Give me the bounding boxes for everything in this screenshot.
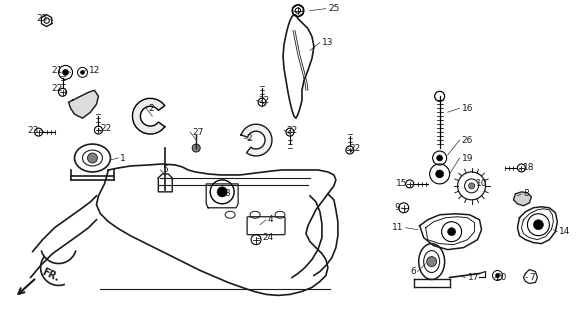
Text: 27: 27: [192, 128, 204, 137]
Polygon shape: [133, 98, 165, 134]
Text: 5: 5: [162, 165, 168, 174]
Circle shape: [437, 155, 442, 161]
Text: 12: 12: [89, 66, 100, 75]
Text: 26: 26: [461, 136, 473, 145]
Text: 4: 4: [268, 215, 274, 224]
Text: 14: 14: [559, 227, 571, 236]
Circle shape: [435, 170, 444, 178]
Text: 16: 16: [461, 104, 473, 113]
Text: 21: 21: [51, 66, 63, 75]
Text: 2: 2: [148, 104, 154, 113]
Text: 18: 18: [523, 164, 535, 172]
Text: 25: 25: [36, 14, 47, 23]
Text: 20: 20: [496, 273, 507, 282]
Text: 7: 7: [529, 273, 535, 282]
Text: 22: 22: [286, 126, 297, 135]
Text: 8: 8: [523, 189, 529, 198]
Text: 10: 10: [475, 180, 487, 188]
Text: 1: 1: [120, 154, 126, 163]
Circle shape: [63, 69, 68, 76]
Text: 25: 25: [328, 4, 339, 13]
Text: FR.: FR.: [41, 267, 61, 284]
Text: 6: 6: [410, 267, 416, 276]
Circle shape: [496, 274, 500, 277]
Circle shape: [217, 187, 227, 197]
Text: 22: 22: [52, 84, 63, 93]
Text: 22: 22: [350, 144, 361, 153]
Text: 9: 9: [394, 203, 400, 212]
Circle shape: [192, 144, 200, 152]
Text: 2: 2: [246, 133, 252, 143]
Text: 13: 13: [322, 38, 334, 47]
Polygon shape: [68, 90, 98, 118]
Circle shape: [468, 183, 475, 189]
Circle shape: [427, 257, 437, 267]
Polygon shape: [241, 124, 272, 156]
Polygon shape: [514, 192, 532, 206]
Text: 11: 11: [392, 223, 404, 232]
Text: 19: 19: [461, 154, 473, 163]
Circle shape: [448, 228, 456, 236]
Text: 15: 15: [396, 180, 408, 188]
Text: 22: 22: [258, 96, 269, 105]
Text: 23: 23: [27, 126, 39, 135]
Text: 3: 3: [224, 189, 230, 198]
Circle shape: [533, 220, 543, 230]
Circle shape: [87, 153, 97, 163]
Circle shape: [80, 70, 85, 74]
Text: 24: 24: [262, 233, 273, 242]
Text: 17: 17: [468, 273, 479, 282]
Text: 22: 22: [100, 124, 112, 132]
